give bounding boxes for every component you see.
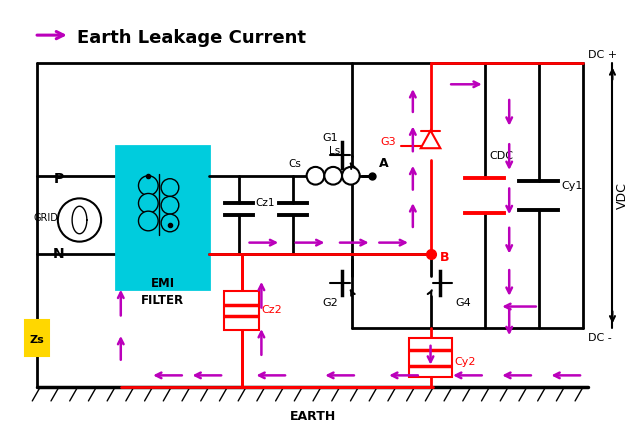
FancyBboxPatch shape <box>409 338 452 378</box>
Text: B: B <box>440 251 450 264</box>
Circle shape <box>307 167 324 185</box>
Text: CDC: CDC <box>490 151 513 161</box>
Text: Cz1: Cz1 <box>256 198 275 208</box>
Circle shape <box>58 198 101 242</box>
Circle shape <box>139 176 158 195</box>
Text: GRID: GRID <box>34 213 59 223</box>
Circle shape <box>161 196 179 214</box>
Circle shape <box>161 179 179 196</box>
Text: Cs: Cs <box>289 159 301 169</box>
Circle shape <box>139 194 158 213</box>
Circle shape <box>342 167 360 185</box>
Text: EMI: EMI <box>151 277 175 290</box>
Text: N: N <box>53 247 65 261</box>
Text: Ls: Ls <box>329 146 340 156</box>
Circle shape <box>139 211 158 231</box>
Text: G3: G3 <box>381 137 396 147</box>
Text: G1: G1 <box>323 133 338 143</box>
FancyBboxPatch shape <box>25 320 49 356</box>
Text: P: P <box>54 172 64 186</box>
Text: A: A <box>379 158 389 170</box>
Text: Zs: Zs <box>30 335 45 345</box>
FancyBboxPatch shape <box>224 291 260 330</box>
Text: Cy1: Cy1 <box>561 180 583 191</box>
Text: FILTER: FILTER <box>141 294 184 307</box>
Text: DC -: DC - <box>588 333 612 343</box>
Circle shape <box>324 167 342 185</box>
Circle shape <box>161 214 179 232</box>
Text: Cy2: Cy2 <box>454 356 476 367</box>
Text: Cz2: Cz2 <box>261 305 282 315</box>
Text: G4: G4 <box>455 297 471 308</box>
Text: Earth Leakage Current: Earth Leakage Current <box>76 29 306 47</box>
Text: DC +: DC + <box>588 50 617 60</box>
Polygon shape <box>421 131 440 148</box>
FancyBboxPatch shape <box>116 146 209 289</box>
Text: VDC: VDC <box>616 182 629 209</box>
Text: EARTH: EARTH <box>289 410 336 423</box>
Text: G2: G2 <box>323 297 338 308</box>
